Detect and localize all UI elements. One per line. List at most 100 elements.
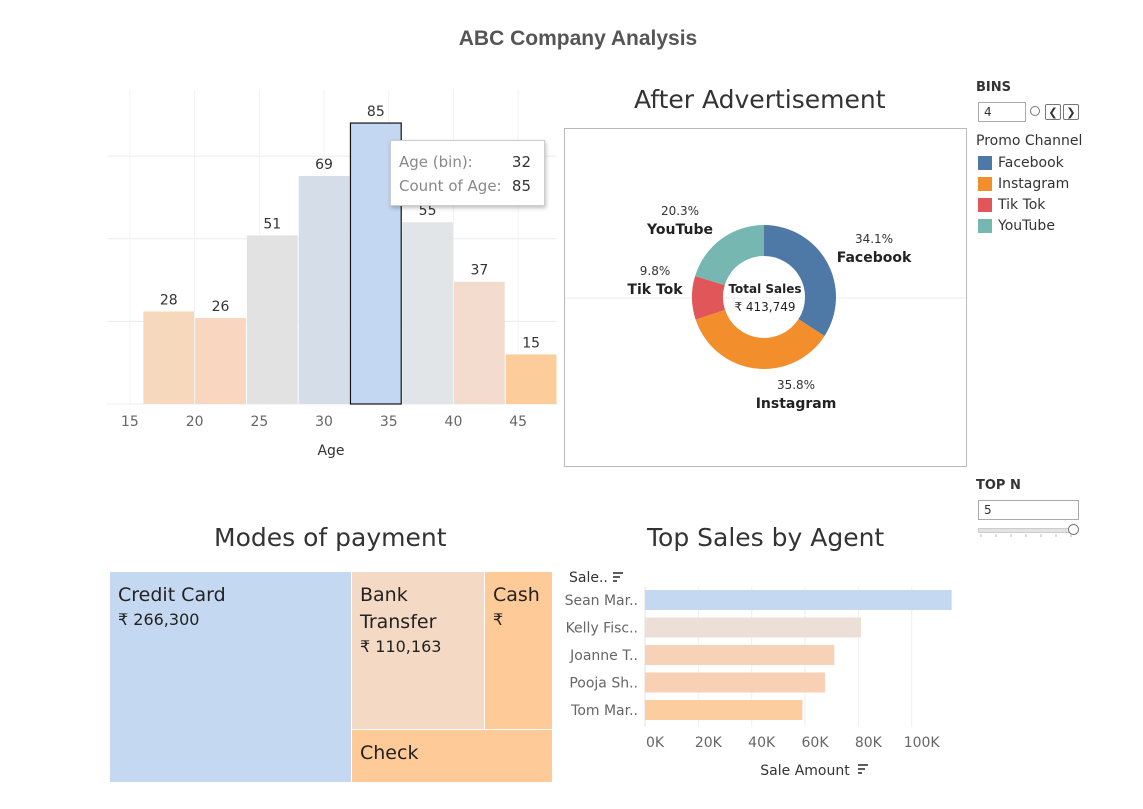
agent-bar-chart[interactable]: Sale.. Sean Mar.. Kelly Fisc.. Joanne T.. P… bbox=[560, 562, 970, 787]
bar-value-label: 85 bbox=[367, 104, 385, 120]
histogram-bar[interactable] bbox=[349, 122, 402, 405]
agent-name-label[interactable]: Joanne T.. bbox=[569, 648, 638, 664]
agents-title: Top Sales by Agent bbox=[647, 523, 885, 552]
donut-center-label: Total Sales bbox=[728, 282, 801, 296]
slice-percent-label: 35.8% bbox=[777, 378, 815, 392]
treemap-cell-cash[interactable]: Cash ₹ bbox=[485, 572, 552, 729]
treemap-value: ₹ 266,300 bbox=[118, 610, 200, 629]
donut-chart[interactable]: 34.1% Facebook 35.8% Instagram 9.8% Tik Tok 20… bbox=[565, 129, 966, 466]
topn-label: TOP N bbox=[976, 478, 1021, 493]
payment-title: Modes of payment bbox=[214, 523, 447, 552]
histogram-bar[interactable] bbox=[402, 222, 453, 404]
legend-item-tiktok[interactable]: Tik Tok bbox=[978, 194, 1069, 215]
tooltip-count-label: Count of Age: bbox=[399, 177, 502, 195]
slice-name-label: YouTube bbox=[646, 222, 713, 238]
bins-slider-handle[interactable] bbox=[1030, 106, 1040, 116]
treemap-cell-check[interactable]: Check bbox=[352, 730, 552, 782]
sort-icon[interactable] bbox=[613, 572, 623, 582]
topn-slider-track[interactable] bbox=[978, 528, 1074, 533]
slice-name-label: Facebook bbox=[837, 250, 912, 266]
histogram-bar[interactable] bbox=[453, 281, 505, 404]
agent-bar[interactable] bbox=[645, 700, 803, 720]
advertisement-title: After Advertisement bbox=[634, 85, 886, 114]
legend-item-facebook[interactable]: Facebook bbox=[978, 152, 1069, 173]
slice-name-label: Tik Tok bbox=[627, 282, 683, 298]
donut-slice[interactable] bbox=[764, 225, 836, 336]
donut-center-value: ₹ 413,749 bbox=[734, 300, 795, 314]
x-tick-label: 80K bbox=[855, 735, 883, 751]
promo-legend-title: Promo Channel bbox=[976, 133, 1083, 149]
agent-axis-label: Sale Amount bbox=[760, 763, 850, 779]
treemap-cell-bank-transfer[interactable]: Bank Transfer ₹ 110,163 bbox=[352, 572, 484, 729]
agent-bar[interactable] bbox=[645, 645, 835, 665]
x-tick-label: 25 bbox=[250, 414, 268, 430]
tooltip-count-value: 85 bbox=[511, 177, 531, 195]
legend-item-instagram[interactable]: Instagram bbox=[978, 173, 1069, 194]
treemap-label: Check bbox=[360, 742, 419, 764]
legend-label: Facebook bbox=[998, 154, 1064, 171]
histogram-bar[interactable] bbox=[143, 311, 195, 404]
legend-swatch bbox=[978, 155, 992, 170]
payment-treemap: Credit Card ₹ 266,300 Bank Transfer ₹ 11… bbox=[110, 572, 552, 782]
slice-name-label: Instagram bbox=[756, 396, 837, 412]
agent-name-label[interactable]: Tom Mar.. bbox=[570, 703, 638, 719]
x-tick-label: 20K bbox=[695, 735, 723, 751]
bar-value-label: 26 bbox=[212, 299, 230, 315]
bins-prev-button[interactable]: ❮ bbox=[1045, 104, 1061, 120]
x-tick-label: 45 bbox=[509, 414, 527, 430]
treemap-cell-credit-card[interactable]: Credit Card ₹ 266,300 bbox=[110, 572, 351, 782]
x-tick-label: 30 bbox=[315, 414, 333, 430]
age-axis-label: Age bbox=[317, 443, 344, 459]
legend-label: Instagram bbox=[998, 175, 1070, 192]
bar-value-label: 15 bbox=[522, 335, 540, 351]
histogram-bar[interactable] bbox=[195, 318, 246, 404]
treemap-label: Bank Transfer bbox=[360, 584, 437, 633]
bins-input[interactable]: 4 bbox=[978, 102, 1026, 122]
bar-value-label: 51 bbox=[263, 216, 281, 232]
x-tick-label: 40K bbox=[748, 735, 776, 751]
x-tick-label: 100K bbox=[904, 735, 941, 751]
x-tick-label: 35 bbox=[380, 414, 398, 430]
bar-value-label: 69 bbox=[315, 157, 333, 173]
promo-legend: Facebook Instagram Tik Tok YouTube bbox=[978, 152, 1069, 236]
slice-percent-label: 20.3% bbox=[661, 204, 699, 218]
donut-slice[interactable] bbox=[695, 309, 825, 369]
agent-bar[interactable] bbox=[645, 590, 952, 610]
legend-label: YouTube bbox=[998, 217, 1055, 234]
x-tick-label: 15 bbox=[121, 414, 139, 430]
x-tick-label: 40 bbox=[445, 414, 463, 430]
treemap-value: ₹ 110,163 bbox=[360, 637, 442, 656]
legend-swatch bbox=[978, 218, 992, 233]
sort-icon[interactable] bbox=[858, 764, 868, 774]
agent-row-header: Sale.. bbox=[569, 570, 608, 586]
agent-name-label[interactable]: Sean Mar.. bbox=[565, 593, 638, 609]
treemap-value: ₹ bbox=[493, 610, 504, 629]
histogram-bar[interactable] bbox=[246, 235, 298, 404]
donut-slice[interactable] bbox=[692, 276, 726, 320]
topn-input[interactable]: 5 bbox=[978, 500, 1079, 520]
agent-bar[interactable] bbox=[645, 617, 861, 638]
advertisement-panel bbox=[564, 128, 967, 467]
chevron-left-icon: ❮ bbox=[1048, 105, 1058, 119]
x-tick-label: 0K bbox=[646, 735, 665, 751]
legend-item-youtube[interactable]: YouTube bbox=[978, 215, 1069, 236]
chevron-right-icon: ❯ bbox=[1066, 105, 1076, 119]
legend-label: Tik Tok bbox=[998, 196, 1046, 213]
treemap-label: Cash bbox=[493, 584, 540, 606]
bar-value-label: 55 bbox=[419, 203, 437, 219]
agent-bar[interactable] bbox=[645, 672, 825, 693]
agent-name-label[interactable]: Kelly Fisc.. bbox=[566, 621, 638, 637]
bins-next-button[interactable]: ❯ bbox=[1063, 104, 1079, 120]
donut-slice[interactable] bbox=[695, 225, 764, 286]
topn-slider-handle[interactable] bbox=[1068, 524, 1079, 535]
histogram-bar[interactable] bbox=[505, 354, 557, 404]
age-tooltip: Age (bin): 32 Count of Age: 85 bbox=[390, 140, 545, 206]
legend-swatch bbox=[978, 197, 992, 212]
agent-name-label[interactable]: Pooja Sh.. bbox=[569, 676, 638, 692]
bar-value-label: 28 bbox=[160, 292, 178, 308]
slice-percent-label: 9.8% bbox=[640, 264, 671, 278]
slice-percent-label: 34.1% bbox=[855, 232, 893, 246]
tooltip-bin-label: Age (bin): bbox=[399, 153, 473, 171]
histogram-bar[interactable] bbox=[298, 175, 350, 404]
age-histogram[interactable]: 28 26 51 69 85 55 37 15 15 20 25 30 35 40 45 Age bbox=[100, 85, 565, 470]
